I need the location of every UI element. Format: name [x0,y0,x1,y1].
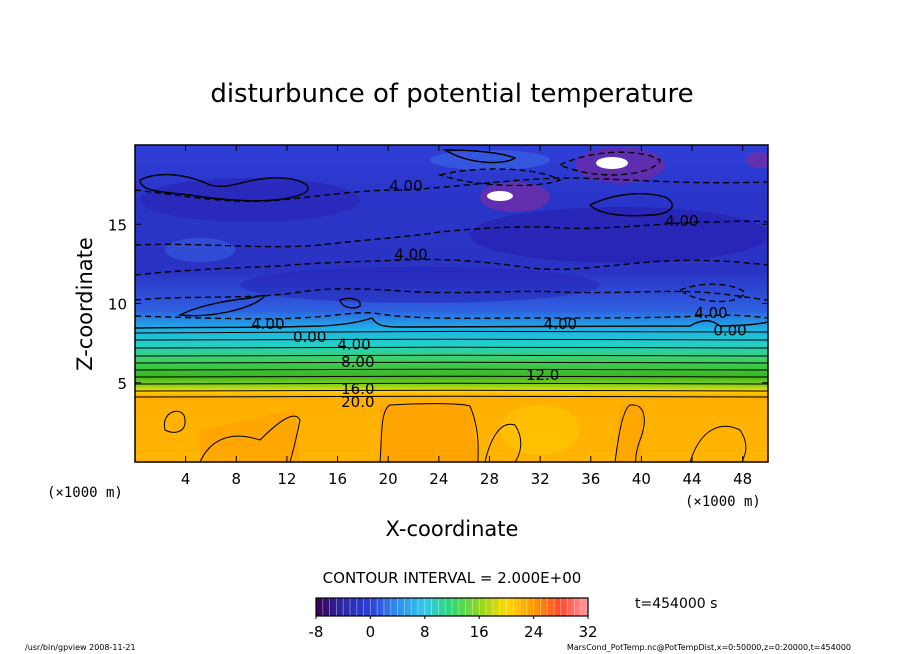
x-tick-label: 36 [581,470,600,488]
field-patch-light [165,238,235,262]
contour-line [588,193,673,217]
colorbar-tick-label: 24 [524,623,543,641]
x-tick-label: 20 [379,470,398,488]
contour-label: 8.00 [341,353,374,371]
contour-line [558,151,661,176]
colorbar-tick-label: 8 [420,623,430,641]
y-axis-label: Z-coordinate [73,237,97,371]
x-unit-left: (×1000 m) [47,485,123,501]
field-patch-orange [380,403,478,462]
contour-line [678,283,746,303]
x-tick-label: 24 [429,470,448,488]
contour-line [614,404,645,462]
contour-label: 4.00 [394,245,427,263]
x-unit-right: (×1000 m) [685,494,761,510]
colorbar-fill [316,598,588,616]
contour-line [135,389,768,392]
colorbar-tick-label: 32 [578,623,597,641]
y-axis-ticks: 5 10 15 [108,216,768,393]
field-patch [240,267,600,303]
y-tick-label: 5 [117,375,127,393]
contour-label: 20.0 [341,393,374,411]
field-patch-purple [746,152,768,168]
y-tick-label: 15 [108,216,127,234]
field-patch [470,207,768,263]
contour-line [163,410,186,433]
colorbar: -8 0 8 16 24 32 [309,597,598,641]
colorbar-tick-label: 16 [470,623,489,641]
colorbar-ticks: -8 0 8 16 24 32 [309,616,598,641]
contour-line [135,338,768,341]
x-tick-label: 8 [232,470,242,488]
contour-line [135,288,768,301]
x-tick-label: 12 [277,470,296,488]
contour-line [139,173,309,202]
contour-line [135,330,768,334]
contour-label: 4.00 [694,304,727,322]
colorbar-tick-label: 0 [366,623,376,641]
contour-label: 0.00 [713,321,746,339]
contour-lines-negative [135,151,768,320]
contour-label: 4.00 [389,177,422,195]
x-tick-label: 44 [682,470,701,488]
contour-line [135,311,768,320]
contour-label: 4.00 [337,336,370,354]
contour-line [135,375,768,378]
field-patch-purple [480,182,550,212]
footer-left: /usr/bin/gpview 2008-11-21 [25,643,136,652]
contour-line [379,403,479,462]
contour-line [135,354,768,357]
contour-lines-zero [135,149,768,329]
contour-line [135,382,768,385]
contour-lines-positive [135,330,768,462]
x-tick-label: 28 [480,470,499,488]
contour-label: 12.0 [526,366,559,384]
contour-line [135,220,768,248]
x-tick-label: 48 [733,470,752,488]
contour-line [135,346,768,349]
contour-line [135,368,768,371]
contour-label: 0.00 [293,328,326,346]
contour-label: 4.00 [544,315,577,333]
contour-line [484,423,522,462]
contour-labels: 4.004.004.004.00 4.004.000.00 0.004.008.00… [251,177,746,411]
field-patch-orange [200,410,300,462]
contour-label: 16.0 [341,380,374,398]
contour-line [177,294,266,317]
contour-line [199,415,301,462]
footer-right: MarsCond_PotTemp.nc@PotTempDist,x=0:5000… [567,643,851,652]
colorbar-tick-label: -8 [309,623,324,641]
contour-line [135,395,768,398]
contour-label: 4.00 [665,212,698,230]
x-axis-ticks: 4 8 12 16 20 24 28 32 36 40 44 48 [181,145,752,488]
x-tick-label: 40 [632,470,651,488]
contour-line [689,425,747,462]
chart-title: disturbunce of potential temperature [210,79,693,109]
contour-label: 4.00 [251,315,284,333]
x-tick-label: 4 [181,470,191,488]
contour-line [135,317,768,329]
field-patch-light [430,150,550,170]
contour-line [339,297,361,309]
contour-line [442,149,517,164]
x-tick-label: 16 [328,470,347,488]
time-label: t=454000 s [635,596,717,612]
contour-line [135,361,768,364]
x-axis-label: X-coordinate [386,517,519,541]
y-tick-label: 10 [108,296,127,314]
field-hole [596,157,628,169]
field-patch [140,178,360,222]
field-layer [135,145,768,462]
x-tick-label: 32 [531,470,550,488]
contour-line [135,177,768,203]
colorbar-frame [315,597,589,617]
field-hole [487,191,513,201]
contour-line [135,258,768,276]
contour-line [437,168,562,187]
contour-interval: CONTOUR INTERVAL = 2.000E+00 [323,569,582,587]
colorbar-stripes [316,598,588,616]
field-patch-yellow [500,405,580,455]
